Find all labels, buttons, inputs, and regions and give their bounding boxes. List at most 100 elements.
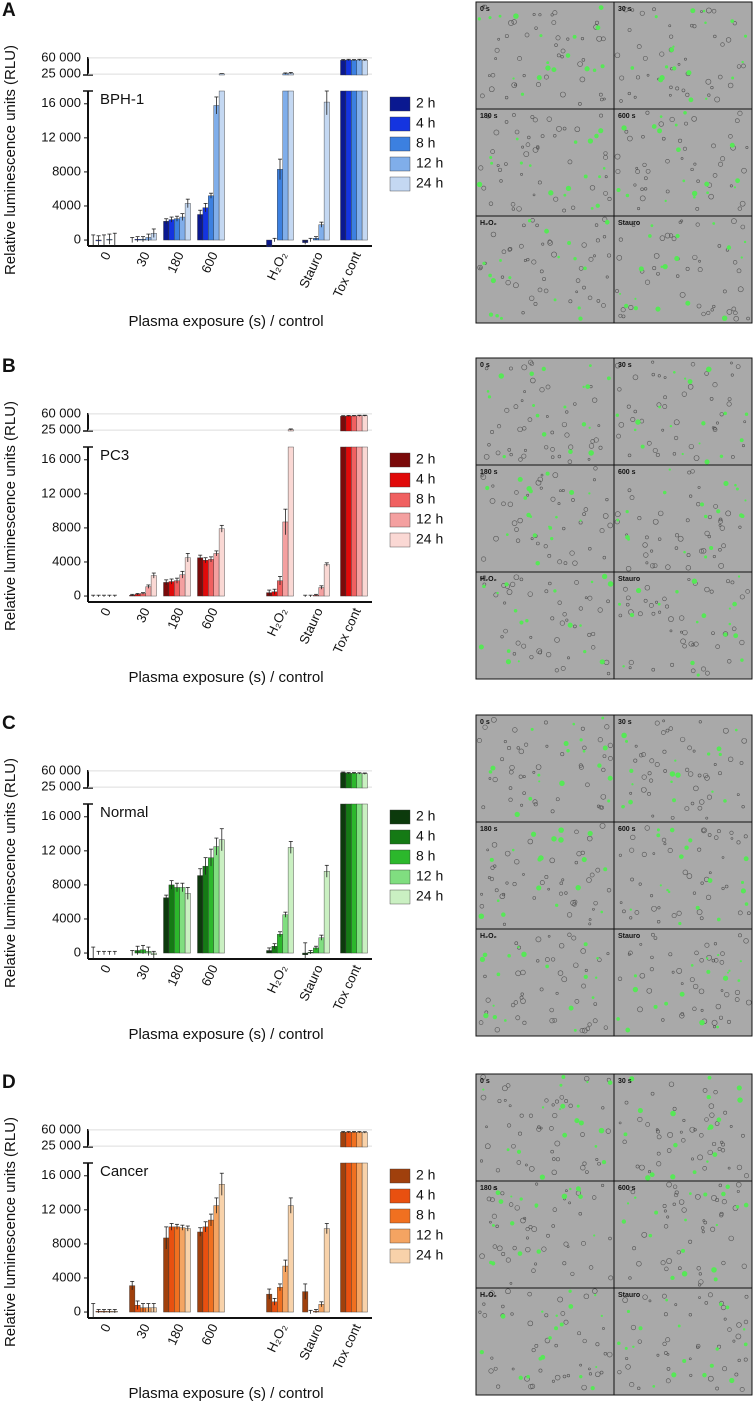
cell <box>673 435 679 441</box>
cell <box>636 44 642 50</box>
cell <box>614 511 621 517</box>
micrograph: 30 s <box>613 357 753 466</box>
micrograph: H₂O₂ <box>475 571 615 680</box>
cell <box>551 1157 556 1161</box>
green-dot <box>744 902 749 906</box>
cell <box>557 502 561 506</box>
cell <box>655 1128 659 1132</box>
green-dot <box>669 47 675 53</box>
cell <box>704 371 709 376</box>
micrograph: 600 s <box>613 821 753 930</box>
green-dot <box>526 1374 530 1379</box>
cell <box>523 448 527 452</box>
cell <box>581 1240 586 1246</box>
cell <box>642 542 648 548</box>
cell <box>507 745 512 751</box>
bar <box>208 195 214 241</box>
bar <box>345 1132 352 1148</box>
y-tick-label: 25 000 <box>41 779 81 794</box>
cell <box>605 1128 611 1134</box>
green-dot <box>681 1271 688 1277</box>
cell <box>641 134 645 139</box>
cell <box>501 1252 506 1256</box>
cell <box>614 52 621 59</box>
cell <box>652 266 657 271</box>
cell <box>529 1166 535 1172</box>
cell <box>740 224 746 230</box>
cell <box>522 74 526 78</box>
x-tick-label: 30 <box>133 249 153 268</box>
cell <box>511 19 517 25</box>
green-dot <box>732 601 737 607</box>
green-dot <box>723 411 727 416</box>
cell <box>628 1186 634 1192</box>
cell <box>665 158 670 164</box>
green-dot <box>664 199 667 203</box>
cell <box>514 490 519 495</box>
cell <box>734 118 740 124</box>
cell <box>628 1276 632 1280</box>
green-dot <box>616 1017 620 1021</box>
cell <box>627 952 631 956</box>
bar <box>356 1132 363 1148</box>
bar-stub <box>287 90 294 241</box>
green-dot <box>486 390 490 393</box>
micrograph-bg <box>613 821 753 930</box>
green-dot <box>488 770 493 774</box>
green-dot <box>659 115 663 118</box>
legend-label: 24 h <box>416 888 443 904</box>
cell <box>565 618 569 622</box>
green-dot <box>659 884 662 887</box>
cell <box>668 24 672 28</box>
cell <box>720 989 724 992</box>
cell <box>653 253 660 259</box>
cell <box>555 797 560 802</box>
green-dot <box>551 67 557 73</box>
green-dot <box>654 1210 659 1215</box>
green-dot <box>554 1326 559 1331</box>
green-dot <box>528 796 533 801</box>
cell <box>651 932 655 937</box>
green-dot <box>706 191 709 195</box>
cell <box>704 775 710 781</box>
cell <box>637 1006 643 1013</box>
bar <box>174 1226 180 1313</box>
cell <box>715 421 719 425</box>
cell <box>496 164 500 168</box>
cell <box>735 1333 742 1340</box>
green-dot <box>623 1132 628 1137</box>
cell <box>731 218 737 224</box>
cell <box>692 891 697 895</box>
bar-stub <box>351 1162 357 1313</box>
cell <box>688 641 694 647</box>
green-dot <box>507 953 511 958</box>
green-dot <box>595 1365 598 1368</box>
green-dot <box>624 739 629 743</box>
green-dot <box>561 1075 566 1079</box>
green-dot <box>517 476 523 482</box>
bar <box>213 846 220 954</box>
cell <box>674 533 680 538</box>
micrograph: 600 s <box>613 1180 753 1289</box>
cell <box>530 377 536 384</box>
cell <box>584 968 588 972</box>
green-dot <box>664 65 669 69</box>
cell <box>511 520 518 526</box>
cell <box>506 589 513 595</box>
cell <box>582 745 587 751</box>
cell <box>525 1226 530 1232</box>
green-dot <box>723 480 729 487</box>
y-axis-label: Relative luminescence units (RLU) <box>2 45 19 275</box>
x-axis-label: Plasma exposure (s) / control <box>128 1026 323 1043</box>
y-tick-label: 8000 <box>52 1235 81 1250</box>
cell <box>543 720 548 725</box>
cell <box>496 1245 503 1252</box>
micrograph-bg <box>475 215 615 324</box>
cell <box>710 1226 716 1232</box>
cell <box>639 973 646 979</box>
cell <box>597 737 603 743</box>
cell <box>689 977 695 983</box>
y-tick-label: 8000 <box>52 163 81 178</box>
cell <box>688 771 694 777</box>
cell <box>656 1129 660 1134</box>
